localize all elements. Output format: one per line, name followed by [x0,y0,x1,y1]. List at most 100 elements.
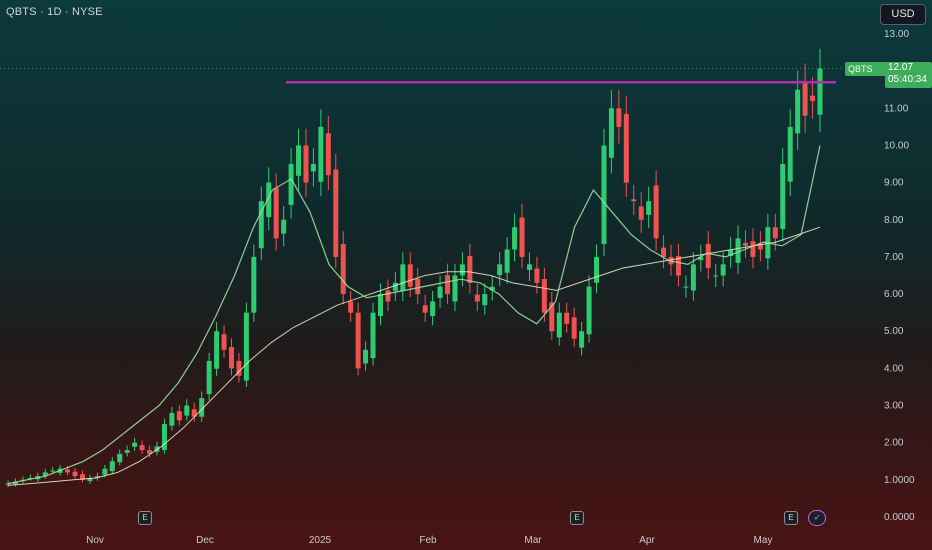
candle-body [236,360,242,376]
currency-button[interactable]: USD [880,4,926,25]
candle-body [497,264,503,276]
candle-body [139,445,145,451]
candle-body [87,477,93,482]
y-axis-tick-label: 1.0000 [884,475,915,486]
last-price-value: 12.07 [888,62,914,73]
candle-body [661,247,667,257]
candle-body [541,279,547,313]
symbol-title[interactable]: QBTS · 1D · NYSE [6,6,103,18]
candle-body [65,469,71,473]
y-axis-tick-label: 5.00 [884,326,904,337]
candle-body [273,188,279,239]
x-axis-tick-label: Nov [86,535,104,546]
y-axis-tick-label: 3.00 [884,401,904,412]
candle-body [772,227,778,239]
moving-average-fast [7,145,821,485]
candle-body [519,217,525,257]
candle-body [556,312,562,338]
candle-body [27,477,33,479]
candle-body [325,133,331,176]
candle-body [631,199,637,202]
candle-body [795,89,801,134]
candle-body [94,476,100,478]
candle-body [512,227,518,250]
y-axis-tick-label: 0.0000 [884,512,915,523]
candle-body [124,450,130,453]
candle-body [333,169,339,257]
candle-body [698,256,704,261]
candle-body [623,113,629,183]
rocket-icon[interactable]: ➶ [808,510,826,526]
candle-body [385,290,391,302]
candle-body [802,82,808,116]
y-axis-tick-label: 10.00 [884,140,909,151]
candle-body [459,264,465,276]
bar-countdown: 05:40:34 [888,74,927,85]
candle-body [199,398,205,417]
candle-body [445,275,451,295]
candle-body [243,312,249,381]
candle-body [370,312,376,359]
candle-body [50,470,56,472]
candle-body [377,294,383,317]
candle-body [564,312,570,324]
y-axis-tick-label: 6.00 [884,289,904,300]
y-axis-tick-label: 8.00 [884,215,904,226]
y-axis-tick-label: 9.00 [884,178,904,189]
candle-body [422,305,428,313]
candle-body [653,185,659,239]
x-axis-tick-label: 2025 [309,535,332,546]
x-axis-tick-label: Feb [419,535,437,546]
candle-body [586,286,592,335]
candle-body [407,264,413,287]
candle-body [713,275,719,277]
candle-body [392,282,398,291]
candle-body [780,164,786,230]
candle-body [318,126,324,182]
candle-body [296,145,302,176]
candle-body [467,255,473,283]
candle-body [288,164,294,205]
candle-body [743,242,749,246]
candle-body [720,264,726,276]
candle-body [646,201,652,215]
earnings-icon[interactable]: E [138,511,152,525]
candle-body [616,108,622,127]
candle-body [5,483,11,485]
candle-body [817,68,823,115]
candle-body [482,294,488,306]
candle-body [594,256,600,283]
candle-body [750,241,756,257]
candle-body [810,95,816,101]
candle-body [303,145,309,183]
earnings-icon[interactable]: E [784,511,798,525]
candle-body [221,334,227,350]
x-axis-tick-label: Apr [639,535,655,546]
ticker-price-badge: QBTS [845,62,888,76]
candle-body [117,453,123,463]
y-axis-tick-label: 13.00 [884,29,909,40]
y-axis-tick-label: 7.00 [884,252,904,263]
candle-body [191,409,197,417]
earnings-icon[interactable]: E [570,511,584,525]
candle-body [176,411,182,421]
candle-body [452,275,458,302]
y-axis-tick-label: 2.00 [884,438,904,449]
x-axis-tick-label: Dec [196,535,214,546]
last-price-label: 12.07 05:40:34 [885,62,932,88]
candle-body [675,255,681,276]
candle-body [601,145,607,244]
candle-body [608,108,614,158]
candle-body [72,471,78,477]
candle-body [728,249,734,256]
candle-body [169,412,175,426]
x-axis-tick-label: May [754,535,773,546]
candle-body [579,331,585,348]
candle-body [102,468,108,475]
candle-body [184,405,190,416]
candle-body [757,243,763,250]
y-axis-tick-label: 11.00 [884,103,909,114]
